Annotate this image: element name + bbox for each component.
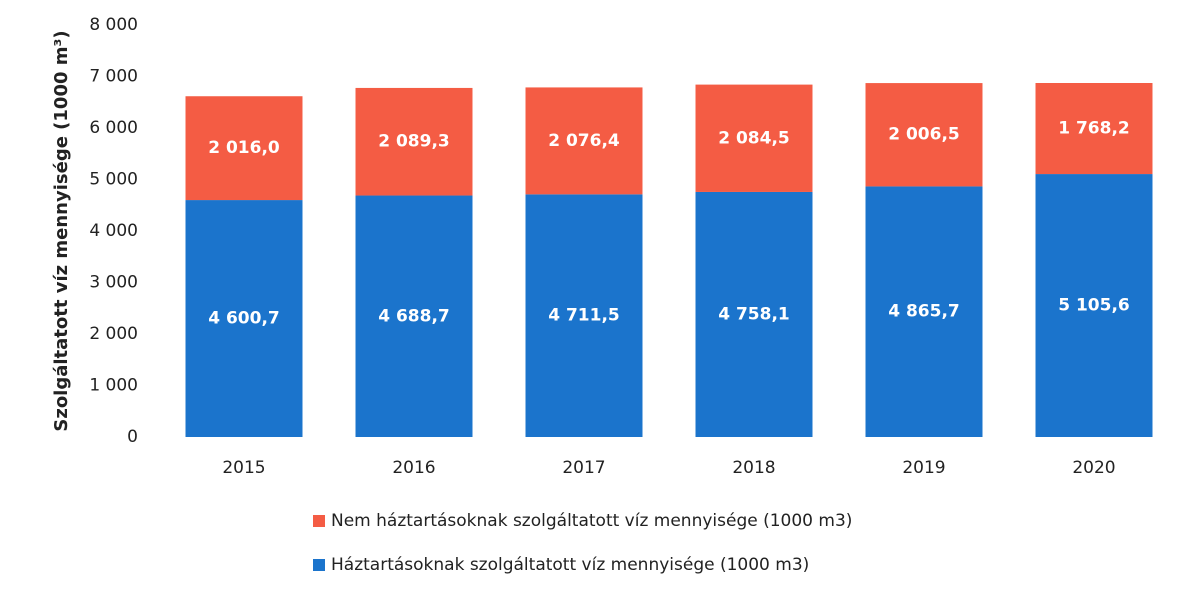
legend-label: Háztartásoknak szolgáltatott víz mennyis… bbox=[331, 555, 809, 575]
legend-label: Nem háztartásoknak szolgáltatott víz men… bbox=[331, 511, 852, 531]
legend-swatch bbox=[313, 559, 325, 571]
y-tick-label: 5 000 bbox=[89, 170, 138, 190]
data-label: 5 105,6 bbox=[1058, 296, 1130, 316]
bar-segment bbox=[355, 87, 473, 196]
data-label: 1 768,2 bbox=[1058, 119, 1130, 139]
x-tick-label: 2019 bbox=[902, 458, 945, 478]
bar-segment bbox=[865, 186, 983, 437]
y-tick-label: 4 000 bbox=[89, 221, 138, 241]
bar-segment bbox=[185, 200, 303, 437]
data-label: 4 688,7 bbox=[378, 306, 450, 326]
y-tick-label: 0 bbox=[127, 427, 138, 447]
y-axis-label: Szolgáltatott víz mennyisége (1000 m³) bbox=[51, 30, 72, 431]
data-label: 2 016,0 bbox=[208, 138, 280, 158]
data-label: 4 865,7 bbox=[888, 302, 960, 322]
y-tick-label: 3 000 bbox=[89, 273, 138, 293]
y-tick-label: 6 000 bbox=[89, 118, 138, 138]
y-tick-label: 8 000 bbox=[89, 15, 138, 35]
bar-segment bbox=[695, 191, 813, 437]
y-tick-label: 7 000 bbox=[89, 67, 138, 87]
data-label: 4 600,7 bbox=[208, 309, 280, 329]
bar-segment bbox=[865, 83, 983, 187]
bar-segment bbox=[185, 96, 303, 201]
y-tick-label: 2 000 bbox=[89, 324, 138, 344]
x-tick-label: 2018 bbox=[732, 458, 775, 478]
data-label: 4 758,1 bbox=[718, 304, 790, 324]
data-label: 2 084,5 bbox=[718, 128, 790, 148]
legend-swatch bbox=[313, 515, 325, 527]
bar-segment bbox=[525, 87, 643, 195]
bar-segment bbox=[355, 195, 473, 437]
x-tick-label: 2016 bbox=[392, 458, 435, 478]
bar-segment bbox=[1035, 82, 1153, 175]
data-label: 2 076,4 bbox=[548, 131, 620, 151]
x-tick-label: 2017 bbox=[562, 458, 605, 478]
bar-segment bbox=[525, 194, 643, 437]
bar-segment bbox=[1035, 174, 1153, 438]
y-tick-label: 1 000 bbox=[89, 376, 138, 396]
x-tick-label: 2020 bbox=[1072, 458, 1115, 478]
data-label: 2 006,5 bbox=[888, 125, 960, 145]
data-label: 2 089,3 bbox=[378, 132, 450, 152]
bar-segment bbox=[695, 84, 813, 192]
data-label: 4 711,5 bbox=[548, 306, 620, 326]
x-tick-label: 2015 bbox=[222, 458, 265, 478]
